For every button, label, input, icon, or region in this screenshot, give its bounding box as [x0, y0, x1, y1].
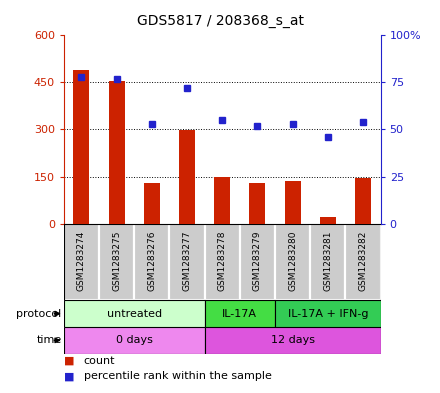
Text: GSM1283279: GSM1283279 — [253, 230, 262, 291]
Bar — [320, 217, 336, 224]
Text: GSM1283277: GSM1283277 — [183, 230, 191, 291]
Bar — [285, 181, 301, 224]
Text: GSM1283280: GSM1283280 — [288, 230, 297, 291]
Bar — [64, 300, 205, 327]
Bar — [109, 81, 125, 224]
Bar — [205, 327, 381, 354]
Bar — [205, 224, 240, 300]
Bar — [99, 224, 134, 300]
Bar — [64, 327, 205, 354]
Text: GSM1283276: GSM1283276 — [147, 230, 156, 291]
Text: untreated: untreated — [106, 309, 162, 319]
Bar — [179, 130, 195, 224]
Bar — [275, 224, 310, 300]
Bar — [73, 70, 89, 224]
Text: GSM1283275: GSM1283275 — [112, 230, 121, 291]
Bar — [240, 224, 275, 300]
Text: protocol: protocol — [16, 309, 62, 319]
Text: ■: ■ — [64, 356, 74, 366]
Text: GSM1283281: GSM1283281 — [323, 230, 332, 291]
Text: GSM1283278: GSM1283278 — [218, 230, 227, 291]
Bar — [249, 184, 265, 224]
Text: time: time — [37, 335, 62, 345]
Text: 0 days: 0 days — [116, 335, 153, 345]
Bar — [355, 178, 371, 224]
Text: IL-17A: IL-17A — [222, 309, 257, 319]
Bar — [310, 224, 345, 300]
Bar — [205, 300, 275, 327]
Text: GSM1283274: GSM1283274 — [77, 230, 86, 290]
Bar — [275, 300, 381, 327]
Bar — [345, 224, 381, 300]
Text: GDS5817 / 208368_s_at: GDS5817 / 208368_s_at — [136, 14, 304, 28]
Bar — [144, 183, 160, 224]
Text: ■: ■ — [64, 371, 74, 382]
Text: 12 days: 12 days — [271, 335, 315, 345]
Bar — [214, 176, 230, 224]
Text: percentile rank within the sample: percentile rank within the sample — [84, 371, 271, 382]
Bar — [134, 224, 169, 300]
Text: count: count — [84, 356, 115, 366]
Bar — [169, 224, 205, 300]
Text: GSM1283282: GSM1283282 — [359, 230, 367, 290]
Text: IL-17A + IFN-g: IL-17A + IFN-g — [288, 309, 368, 319]
Bar — [64, 224, 99, 300]
